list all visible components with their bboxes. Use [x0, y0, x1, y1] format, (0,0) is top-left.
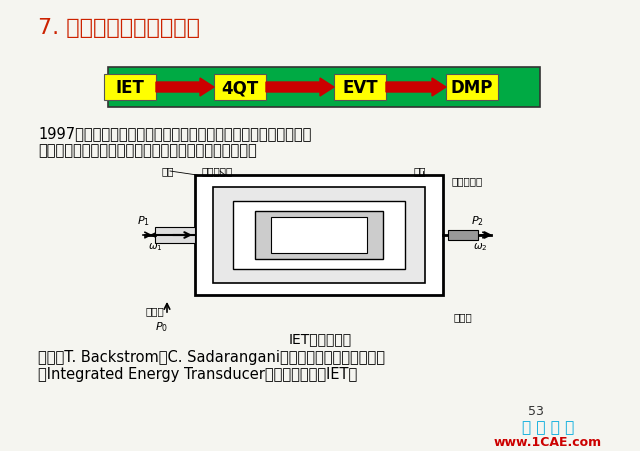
Text: $P_0$: $P_0$ — [155, 319, 168, 333]
Text: 仿 真 在 线: 仿 真 在 线 — [522, 419, 574, 434]
Text: 滚环: 滚环 — [161, 166, 173, 175]
Text: 输入轴: 输入轴 — [145, 305, 164, 315]
Text: IET结构概念图: IET结构概念图 — [289, 331, 351, 345]
Text: 空气: 空气 — [218, 231, 228, 240]
Text: 7. 双机械端口能量变换器: 7. 双机械端口能量变换器 — [38, 18, 200, 38]
Bar — [271, 217, 367, 253]
Text: 旋转变压器: 旋转变压器 — [201, 166, 232, 175]
Text: IET: IET — [116, 79, 145, 97]
Text: EVT: EVT — [342, 79, 378, 97]
Text: （Integrated Energy Transducer）的概念，简称IET。: （Integrated Energy Transducer）的概念，简称IET。 — [38, 366, 357, 381]
Bar — [104, 75, 156, 101]
Bar — [195, 175, 443, 295]
Text: $P_2$: $P_2$ — [471, 213, 484, 227]
Text: DMP: DMP — [451, 79, 493, 97]
Bar — [233, 202, 405, 269]
Text: 子两套绕组，是双机械端口能量变换器的最初结构形式。: 子两套绕组，是双机械端口能量变换器的最初结构形式。 — [38, 143, 257, 158]
Text: $\omega_2$: $\omega_2$ — [473, 240, 488, 252]
Text: 1997年，能量变换器的概念被首次提出，这种能量变换器有两个转: 1997年，能量变换器的概念被首次提出，这种能量变换器有两个转 — [38, 126, 312, 141]
Bar — [108, 68, 540, 108]
Text: 旋转变压器: 旋转变压器 — [451, 175, 483, 186]
Text: 机壳: 机壳 — [413, 166, 426, 175]
FancyArrow shape — [386, 79, 446, 97]
Bar — [255, 212, 383, 259]
Text: 53: 53 — [528, 404, 544, 417]
Bar — [213, 188, 425, 283]
Text: 4QT: 4QT — [221, 79, 259, 97]
Bar — [448, 230, 478, 240]
Text: $\omega_1$: $\omega_1$ — [148, 240, 163, 252]
Text: $P_1$: $P_1$ — [137, 213, 150, 227]
Text: 输出轴: 输出轴 — [453, 311, 472, 321]
Bar — [446, 75, 498, 101]
FancyArrow shape — [266, 79, 334, 97]
Bar — [334, 75, 386, 101]
FancyArrow shape — [156, 79, 214, 97]
Bar — [155, 227, 195, 244]
Text: www.1CAE.com: www.1CAE.com — [494, 435, 602, 448]
Text: 空气: 空气 — [403, 231, 413, 240]
Bar — [214, 75, 266, 101]
Text: 同年，T. Backstrom，C. Sadarangani等人提出了复合能量变换器: 同年，T. Backstrom，C. Sadarangani等人提出了复合能量变… — [38, 349, 385, 364]
